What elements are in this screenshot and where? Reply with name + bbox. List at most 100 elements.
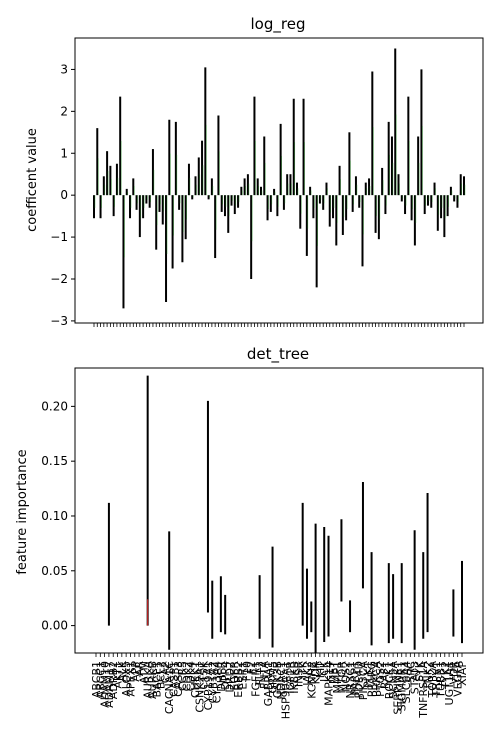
det-tree-x-ticks: ABCB1ABCC1ADAM10ADAM17ADRB2AKT1ALKALOX5A…	[90, 653, 469, 719]
log-reg-title: log_reg	[251, 15, 306, 34]
x-tick-label: ITK	[297, 660, 310, 678]
x-tick-label: ALK	[116, 660, 129, 682]
x-tick-label: IKBKB	[288, 661, 301, 694]
x-tick-label: GSK3B	[271, 661, 284, 698]
x-tick-label: RAF1	[378, 661, 391, 689]
y-tick-label: −1	[50, 230, 68, 244]
x-tick-label: KDR	[310, 661, 323, 685]
x-tick-label: PARP1	[348, 661, 361, 696]
x-tick-label: ADRB2	[107, 661, 120, 699]
y-tick-label: 2	[60, 104, 68, 118]
x-tick-label: TUBB1	[434, 661, 447, 699]
det-tree-panel: det_tree feature importance 0.20 0.15 0.10…	[15, 345, 484, 719]
x-tick-label: XIAP	[456, 661, 469, 686]
x-tick-label: EGFR	[228, 661, 241, 691]
x-tick-label: UGT1A1	[443, 661, 456, 705]
x-tick-label: PTGS2	[374, 661, 387, 697]
log-reg-x-ticks	[93, 323, 465, 327]
x-tick-label: MAPK14	[323, 661, 336, 706]
x-tick-label: ADAM10	[99, 661, 112, 708]
det-tree-y-ticks: 0.20 0.15 0.10 0.05 0.00	[41, 399, 75, 633]
y-tick-label: 3	[60, 62, 68, 76]
x-tick-label: ABCB1	[90, 661, 103, 698]
x-tick-label: FGFR1	[249, 661, 262, 697]
x-tick-label: JAK2	[301, 661, 314, 687]
x-tick-label: BCL2	[155, 661, 168, 689]
x-tick-label: KIT	[314, 661, 327, 678]
x-tick-label: CYP1A2	[206, 661, 219, 703]
x-tick-label: HSP90AA1	[279, 661, 292, 719]
x-tick-label: SERPINE1	[391, 661, 404, 715]
y-tick-label: 0.15	[41, 454, 68, 468]
x-tick-label: STAT3	[409, 661, 422, 694]
x-tick-label: APP	[129, 661, 142, 682]
x-tick-label: CTSK	[198, 660, 211, 689]
x-tick-label: ERBB2	[232, 661, 245, 698]
x-tick-label: IGF1R	[284, 661, 297, 694]
y-tick-label: 0.20	[41, 399, 68, 413]
x-tick-label: CYP19A1	[202, 661, 215, 710]
log-reg-axes-frame	[74, 37, 484, 324]
log-reg-bars	[93, 48, 466, 309]
x-tick-label: ESR1	[236, 661, 249, 690]
x-tick-label: AKT1	[112, 661, 125, 689]
det-tree-axes-frame	[74, 367, 484, 654]
x-tick-label: TOP2A	[426, 661, 439, 699]
x-tick-label: APEX1	[124, 661, 137, 697]
x-tick-label: NOS2	[340, 661, 353, 692]
x-tick-label: VDR	[447, 661, 460, 685]
y-tick-label: 0.10	[41, 509, 68, 523]
x-tick-label: AR	[133, 661, 146, 677]
log-reg-panel: log_reg coefficent value 3 2 1 0 −1 −2 −3	[25, 15, 484, 328]
x-tick-label: CASP1	[168, 661, 181, 697]
x-tick-label: GRM5	[267, 661, 280, 694]
x-tick-label: DHFR	[215, 661, 228, 692]
x-tick-label: BACE1	[150, 661, 163, 698]
x-tick-label: MET	[327, 661, 340, 684]
x-tick-label: F2	[245, 661, 258, 674]
x-tick-label: SRC	[404, 661, 417, 683]
x-tick-label: DRD2	[223, 661, 236, 693]
x-tick-label: LCK	[318, 660, 331, 682]
x-tick-label: PLK1	[361, 661, 374, 688]
x-tick-label: ABCC1	[94, 661, 107, 698]
x-tick-label: SYK	[413, 660, 426, 682]
x-tick-label: PPARG	[366, 661, 379, 697]
x-tick-label: ROCK1	[383, 661, 396, 699]
x-tick-label: SLC6A4	[400, 661, 413, 703]
x-tick-label: CSNK2A1	[193, 661, 206, 713]
x-tick-label: ADAM17	[103, 661, 116, 708]
x-tick-label: PIK3CA	[357, 661, 370, 701]
y-tick-label: 0	[60, 188, 68, 202]
x-tick-label: TNFRSF1A	[417, 661, 430, 719]
x-tick-label: FNTA	[258, 661, 271, 689]
x-tick-label: SCN5A	[387, 661, 400, 699]
x-tick-label: CYP3A4	[211, 661, 224, 703]
det-tree-title: det_tree	[247, 345, 309, 364]
x-tick-label: DPP4	[219, 661, 232, 690]
x-tick-label: CACNA1C	[163, 661, 176, 714]
x-tick-label: INSR	[292, 661, 305, 687]
x-tick-label: ATM	[137, 661, 150, 684]
x-tick-label: PRKCA	[370, 661, 383, 698]
log-reg-y-ticks: 3 2 1 0 −1 −2 −3	[50, 62, 75, 328]
x-tick-label: TNK2	[422, 661, 435, 691]
y-tick-label: 0.05	[41, 564, 68, 578]
y-tick-label: 1	[60, 146, 68, 160]
x-tick-label: MTOR	[335, 661, 348, 694]
x-tick-label: CHEK1	[189, 661, 202, 698]
x-tick-label: GABRA1	[262, 661, 275, 706]
x-tick-label: HDAC1	[275, 661, 288, 700]
x-tick-label: SIGMAR1	[396, 661, 409, 711]
det-tree-y-axis-label: feature importance	[15, 449, 30, 574]
y-tick-label: 0.00	[41, 619, 68, 633]
x-tick-label: CDK4	[185, 661, 198, 691]
log-reg-y-axis-label: coefficent value	[25, 128, 40, 232]
x-tick-label: NR3C1	[344, 661, 357, 699]
x-tick-label: TRPV1	[430, 661, 443, 698]
x-tick-label: AURKA	[142, 661, 155, 699]
det-tree-bars	[107, 375, 463, 653]
x-tick-label: MMP1	[331, 661, 344, 694]
x-tick-label: AURKB	[146, 661, 159, 699]
